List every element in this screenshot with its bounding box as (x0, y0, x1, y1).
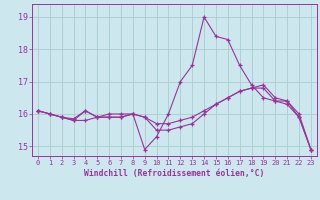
X-axis label: Windchill (Refroidissement éolien,°C): Windchill (Refroidissement éolien,°C) (84, 169, 265, 178)
